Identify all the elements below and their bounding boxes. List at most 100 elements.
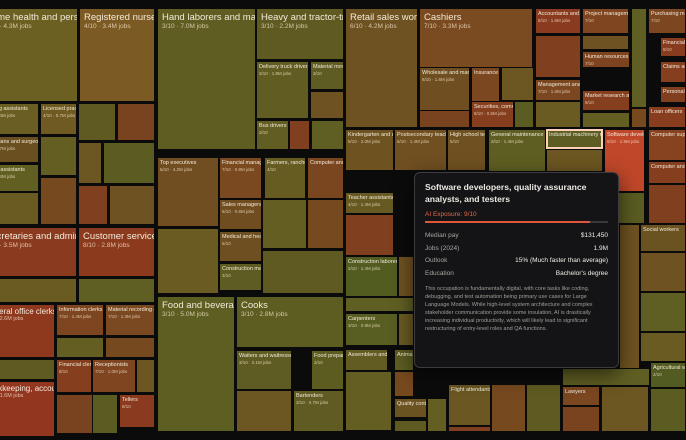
occupation-tile[interactable]: Securities, commodities, and financial s… bbox=[471, 101, 514, 128]
treemap-filler-tile bbox=[56, 337, 104, 358]
tile-stats: 9/10 · 1.6M jobs bbox=[0, 393, 24, 399]
occupation-tile-selected[interactable]: Industrial machinery mechanics bbox=[546, 129, 603, 149]
occupation-tile[interactable]: Project management specialists7/10 bbox=[582, 8, 629, 34]
occupation-tile[interactable]: General office clerks8/10 · 2.6M jobs bbox=[0, 304, 55, 358]
occupation-tile[interactable]: Cooks 3/10 · 2.8M jobs bbox=[236, 296, 344, 348]
occupation-tile[interactable]: Quality control inspectors bbox=[394, 398, 427, 418]
occupation-tile[interactable]: Construction managers3/10 bbox=[219, 263, 262, 291]
occupation-tile[interactable]: Retail sales workers6/10 · 4.2M jobs bbox=[345, 8, 418, 128]
tile-label: General maintenance and repair workers bbox=[491, 132, 545, 138]
occupation-tile[interactable]: Assemblers and fabricators bbox=[345, 349, 388, 371]
occupation-tile[interactable]: High school teachers5/10 bbox=[447, 129, 486, 171]
occupation-tile[interactable]: Lawyers bbox=[562, 386, 600, 406]
tile-stats: 5/10 · 1.4M jobs bbox=[397, 139, 430, 144]
treemap-filler-tile bbox=[640, 252, 686, 292]
occupation-tile[interactable]: Physicians and surgeons5/10 · 0.7M jobs bbox=[0, 136, 39, 163]
occupation-tile[interactable]: Postsecondary teachers5/10 · 1.4M jobs bbox=[394, 129, 447, 171]
occupation-tile[interactable]: Management analysts7/10 · 1.0M jobs bbox=[535, 79, 581, 101]
occupation-tile[interactable]: Waiters and waitresses 3/10 · 2.1M jobs bbox=[236, 350, 292, 390]
occupation-tile[interactable]: Bartenders 3/10 · 0.7M jobs bbox=[293, 390, 344, 432]
occupation-tile[interactable]: Personal financial advisors bbox=[660, 86, 686, 103]
tile-stats: 3/10 · 1.4M jobs bbox=[491, 139, 524, 144]
tile-label: Industrial machinery mechanics bbox=[549, 132, 602, 138]
occupation-tile[interactable]: Agricultural workers2/10 bbox=[650, 362, 686, 388]
occupation-tile[interactable]: Information clerks 7/10 · 1.4M jobs bbox=[56, 304, 104, 336]
tile-stats: 4/10 bbox=[267, 167, 276, 172]
tile-label: Assemblers and fabricators bbox=[348, 352, 387, 358]
treemap-filler-tile bbox=[109, 185, 155, 225]
occupation-tile[interactable]: Hand laborers and material movers3/10 · … bbox=[157, 8, 256, 150]
occupation-tile[interactable]: Top executives 6/10 · 4.2M jobs bbox=[157, 157, 219, 227]
tooltip-row-key: Education bbox=[425, 269, 454, 277]
occupation-tile[interactable]: Computer support specialists bbox=[648, 129, 686, 161]
tile-label: Securities, commodities, and financial s… bbox=[474, 104, 513, 110]
occupation-tile[interactable]: Teacher assistants 4/10 · 1.4M jobs bbox=[345, 192, 394, 214]
occupation-tile[interactable]: Market research analysts8/10 bbox=[582, 90, 630, 111]
treemap-filler-tile bbox=[648, 184, 686, 224]
occupation-tile[interactable]: Flight attendants bbox=[448, 384, 491, 426]
tile-stats: 3/10 · 2.1M jobs bbox=[239, 360, 272, 365]
treemap-filler-tile bbox=[582, 112, 630, 128]
tile-label: Bookkeeping, accounting, and auditing cl… bbox=[0, 384, 54, 393]
tooltip-row-key: Jobs (2024) bbox=[425, 244, 460, 252]
occupation-tile[interactable]: Farmers, ranchers, and other agricultura… bbox=[264, 157, 306, 199]
occupation-tile[interactable]: Purchasing managers7/10 bbox=[648, 8, 686, 34]
occupation-tile[interactable]: Material moving machine operators3/10 bbox=[310, 61, 344, 90]
exposure-bar-fill bbox=[425, 221, 590, 223]
occupation-tile[interactable]: Delivery truck drivers 3/10 · 1.8M jobs bbox=[256, 61, 309, 119]
occupation-tile[interactable]: Licensed practical and licensed vocation… bbox=[40, 103, 77, 135]
occupation-tile[interactable]: Carpenters 3/10 · 0.9M jobs bbox=[345, 313, 398, 346]
treemap-filler-tile bbox=[398, 256, 414, 297]
occupation-tile[interactable]: Nursing assistants3/10 · 1.4M jobs bbox=[0, 103, 39, 135]
occupation-tile[interactable]: Wholesale and manufacturing sales repres… bbox=[419, 67, 470, 111]
occupation-tile[interactable]: Social workers bbox=[640, 224, 686, 252]
occupation-tile[interactable]: Cashiers 7/10 · 3.3M jobs bbox=[419, 8, 533, 68]
treemap-filler-tile bbox=[236, 390, 292, 432]
tile-stats: 5/10 bbox=[450, 139, 459, 144]
occupation-tile[interactable]: Kindergarten and elementary school teach… bbox=[345, 129, 394, 171]
tile-stats: 4/10 · 4.3M jobs bbox=[0, 23, 32, 30]
occupation-tile[interactable]: Loan officers bbox=[648, 106, 686, 128]
treemap-filler-tile bbox=[491, 384, 526, 432]
occupation-tile[interactable]: Dental assistants3/10 · 0.4M jobs bbox=[0, 164, 39, 192]
tile-label: Flight attendants bbox=[451, 387, 490, 393]
occupation-tile[interactable]: Tellers 8/10 bbox=[119, 394, 155, 428]
tile-stats: 5/10 · 2.0M jobs bbox=[348, 139, 381, 144]
tooltip-row: Education Bachelor's degree bbox=[425, 268, 608, 281]
tile-label: High school teachers bbox=[450, 132, 485, 138]
occupation-tile[interactable]: Home health and personal care aides4/10 … bbox=[0, 8, 78, 102]
occupation-tile[interactable]: General maintenance and repair workers3/… bbox=[488, 129, 546, 172]
occupation-tile[interactable]: Human resources specialists7/10 bbox=[582, 51, 630, 68]
occupation-tile[interactable]: Heavy and tractor-trailer truck drivers3… bbox=[256, 8, 344, 60]
tile-label: Waiters and waitresses bbox=[239, 353, 291, 359]
treemap-filler-tile bbox=[105, 337, 155, 358]
occupation-tile[interactable]: Receptionists 7/10 · 1.0M jobs bbox=[92, 359, 136, 393]
occupation-tile[interactable]: Customer service representatives8/10 · 2… bbox=[78, 227, 155, 277]
occupation-tile[interactable]: Registered nurses 4/10 · 3.4M jobs bbox=[79, 8, 155, 102]
occupation-tile[interactable]: Bookkeeping, accounting, and auditing cl… bbox=[0, 381, 55, 437]
tile-stats: 6/10 · 1.6M jobs bbox=[422, 77, 455, 82]
tile-label: Lawyers bbox=[565, 389, 586, 395]
occupation-tile[interactable]: Financial analysts8/10 bbox=[660, 37, 686, 57]
treemap-filler-tile bbox=[582, 35, 629, 50]
occupation-tile[interactable]: Computer and information analysts bbox=[648, 161, 686, 184]
occupation-tile[interactable]: Accountants and auditors8/10 · 1.6M jobs bbox=[535, 8, 581, 34]
occupation-tile[interactable]: Construction laborers 2/10 · 1.4M jobs bbox=[345, 256, 398, 297]
occupation-tile[interactable]: Financial managers7/10 · 0.8M jobs bbox=[219, 157, 262, 199]
occupation-tile[interactable]: Financial clerks8/10 bbox=[56, 359, 92, 393]
occupation-tile[interactable]: Secretaries and administrative assistant… bbox=[0, 227, 77, 277]
occupation-tile[interactable]: Bus drivers 3/10 bbox=[256, 120, 289, 150]
tile-label: Human resources specialists bbox=[585, 54, 629, 60]
occupation-tile[interactable]: Computer and information systems manager… bbox=[307, 157, 344, 199]
treemap-filler-tile bbox=[310, 91, 344, 119]
occupation-tile[interactable]: Sales managers 6/10 · 0.6M jobs bbox=[219, 199, 262, 230]
occupation-tile[interactable]: Food and beverage serving workers3/10 · … bbox=[157, 296, 235, 432]
tile-stats: 3/10 · 2.2M jobs bbox=[261, 23, 308, 30]
occupation-tile[interactable]: Animal care and service workers bbox=[394, 349, 414, 371]
tile-stats: 6/10 · 4.2M jobs bbox=[160, 167, 193, 172]
treemap-filler-tile bbox=[345, 214, 394, 256]
occupation-tile[interactable]: Food preparation workers3/10 bbox=[311, 350, 344, 390]
occupation-tile[interactable]: Claims adjusters bbox=[660, 61, 686, 83]
